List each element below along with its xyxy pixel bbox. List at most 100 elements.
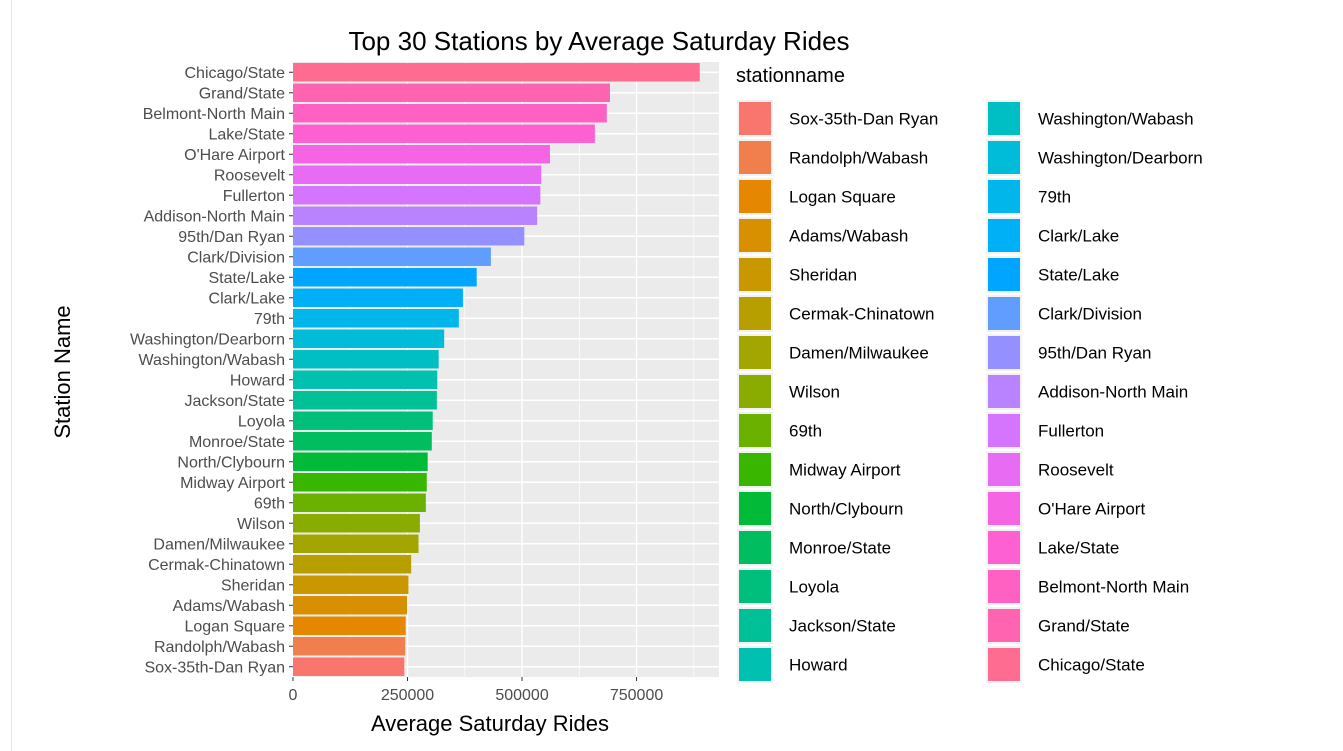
legend-label: Lake/State [1038, 539, 1119, 558]
bar [293, 309, 459, 328]
legend-swatch [988, 453, 1020, 486]
x-tick-label: 500000 [495, 687, 548, 704]
bar [293, 411, 433, 430]
y-tick-label: Washington/Wabash [139, 352, 285, 369]
bar [293, 350, 439, 369]
legend-label: Fullerton [1038, 422, 1104, 441]
legend-swatch [739, 375, 771, 408]
legend-swatch [988, 375, 1020, 408]
legend-swatch [739, 609, 771, 642]
legend-label: Jackson/State [789, 617, 896, 636]
legend-swatch [988, 609, 1020, 642]
legend-swatch [739, 219, 771, 252]
y-tick-label: Belmont-North Main [143, 106, 285, 123]
legend-swatch [739, 297, 771, 330]
y-tick-label: Sox-35th-Dan Ryan [144, 659, 285, 676]
y-tick-label: Roosevelt [214, 167, 286, 184]
bar [293, 124, 595, 143]
y-tick-label: Randolph/Wabash [154, 639, 285, 656]
bar [293, 329, 445, 348]
legend-label: Washington/Wabash [1038, 110, 1194, 129]
legend-label: Sox-35th-Dan Ryan [789, 110, 938, 129]
bar [293, 555, 412, 574]
legend-label: Randolph/Wabash [789, 149, 928, 168]
legend-label: Belmont-North Main [1038, 578, 1189, 597]
legend-label: Clark/Division [1038, 305, 1142, 324]
bar [293, 268, 477, 287]
grid-minor [349, 62, 695, 677]
y-tick-label: 69th [254, 495, 285, 512]
legend-label: Roosevelt [1038, 461, 1114, 480]
bar [293, 206, 538, 225]
legend-swatch [988, 102, 1020, 135]
y-tick-label: Chicago/State [184, 65, 285, 82]
legend-swatch [988, 141, 1020, 174]
legend-swatch [739, 141, 771, 174]
y-tick-label: 79th [254, 311, 285, 328]
legend-swatch [739, 648, 771, 681]
x-tick-label: 0 [289, 687, 298, 704]
y-axis-title: Station Name [50, 305, 75, 438]
bar [293, 145, 550, 164]
bar [293, 288, 463, 307]
y-tick-label: North/Clybourn [177, 454, 285, 471]
bars [293, 63, 700, 676]
bar [293, 493, 426, 512]
legend-label: Monroe/State [789, 539, 891, 558]
legend-swatch [739, 531, 771, 564]
bar [293, 637, 406, 656]
legend-swatch [988, 570, 1020, 603]
y-tick-label: State/Lake [209, 270, 286, 287]
legend-title: stationname [736, 65, 845, 87]
y-tick-label: Sheridan [221, 577, 285, 594]
legend-swatch [988, 258, 1020, 291]
legend-label: 95th/Dan Ryan [1038, 344, 1151, 363]
bar [293, 165, 542, 184]
legend-label: 69th [789, 422, 822, 441]
bar [293, 514, 420, 533]
bar [293, 227, 525, 246]
y-tick-label: Logan Square [184, 618, 285, 635]
legend-swatch [988, 180, 1020, 213]
legend-label: Washington/Dearborn [1038, 149, 1203, 168]
y-tick-label: Lake/State [209, 126, 286, 143]
bar [293, 657, 405, 676]
y-tick-label: Jackson/State [185, 393, 286, 410]
legend-label: Logan Square [789, 188, 896, 207]
legend-swatch [739, 258, 771, 291]
bar [293, 186, 541, 205]
legend-label: Chicago/State [1038, 656, 1145, 675]
y-tick-label: Loyola [238, 413, 285, 430]
chart-title: Top 30 Stations by Average Saturday Ride… [348, 26, 849, 56]
y-tick-label: Clark/Division [187, 249, 285, 266]
legend-swatch [988, 297, 1020, 330]
y-tick-label: O'Hare Airport [184, 147, 285, 164]
legend: Sox-35th-Dan Ryan Randolph/Wabash Logan Sq… [737, 100, 1203, 683]
y-axis: Sox-35th-Dan Ryan Randolph/Wabash Logan Sq… [130, 65, 293, 676]
y-tick-label: Clark/Lake [209, 290, 286, 307]
y-tick-label: Adams/Wabash [173, 598, 285, 615]
legend-swatch [739, 570, 771, 603]
y-tick-label: Monroe/State [189, 434, 285, 451]
legend-label: North/Clybourn [789, 500, 903, 519]
legend-swatch [988, 492, 1020, 525]
x-axis: 0 250000 500000 750000 [289, 677, 663, 704]
y-tick-label: Addison-North Main [144, 208, 285, 225]
legend-swatch [988, 414, 1020, 447]
y-tick-label: Washington/Dearborn [130, 331, 285, 348]
bar [293, 370, 438, 389]
bar [293, 616, 406, 635]
bar [293, 575, 409, 594]
legend-swatch [739, 492, 771, 525]
bar [293, 83, 610, 102]
bar [293, 432, 432, 451]
legend-swatch [988, 531, 1020, 564]
legend-label: 79th [1038, 188, 1071, 207]
chart-frame: Top 30 Stations by Average Saturday Ride… [11, 0, 1343, 751]
bar [293, 452, 428, 471]
legend-swatch [739, 102, 771, 135]
legend-swatch [739, 336, 771, 369]
y-tick-label: Fullerton [223, 188, 285, 205]
bar [293, 63, 700, 82]
y-tick-label: Cermak-Chinatown [148, 557, 285, 574]
